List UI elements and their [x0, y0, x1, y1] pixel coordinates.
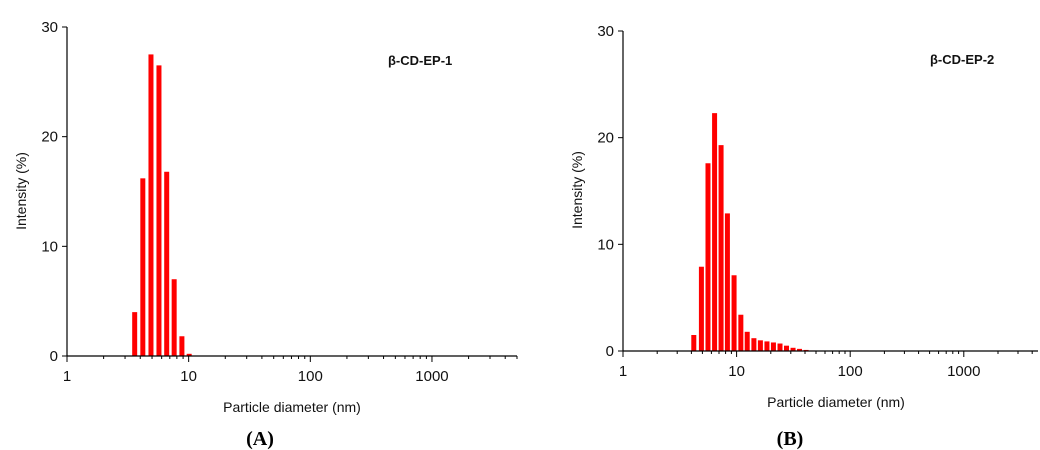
panel-b-bar-10 [757, 340, 763, 351]
panel-b-bar-1 [698, 266, 704, 351]
panel-a-bar-4 [164, 171, 170, 356]
panel-a-y-axis-title: Intensity (%) [13, 152, 29, 230]
panel-a-y-tick-label-2: 20 [41, 129, 58, 146]
panel-b-y-ticks: 0 10 20 30 [597, 23, 623, 360]
bars-b [691, 113, 822, 351]
panel-a-bar-7 [186, 353, 192, 356]
bars-a [132, 54, 192, 357]
panel-b-y-axis-title: Intensity (%) [569, 151, 585, 229]
panel-b-y-tick-label-1: 10 [597, 236, 614, 253]
panel-b-bar-8 [744, 331, 750, 351]
panel-a-y-ticks: 0 10 20 30 [41, 19, 67, 365]
panel-a-x-ticks: 1 10 100 1000 [63, 356, 518, 385]
panel-b-series-label: β-CD-EP-2 [930, 52, 994, 67]
panel-b: 0 10 20 30 1 10 100 1000 β-CD-EP-2 Particle di… [569, 23, 1038, 450]
panel-a-y-tick-label-1: 10 [41, 238, 58, 255]
panel-a-x-tick-label-2: 100 [298, 368, 323, 385]
panel-b-y-tick-label-0: 0 [606, 343, 614, 360]
panel-a: 0 10 20 30 1 10 100 1000 β-CD-EP-1 Particle di… [13, 19, 518, 450]
panel-b-bar-9 [751, 338, 757, 351]
panel-a-x-axis-title: Particle diameter (nm) [223, 399, 361, 415]
panel-b-x-tick-label-0: 1 [619, 363, 627, 380]
panel-a-bar-3 [156, 65, 162, 356]
panel-b-bar-0 [691, 335, 697, 351]
panel-b-bar-7 [738, 314, 744, 351]
panel-b-y-tick-label-2: 20 [597, 130, 614, 147]
panel-b-x-tick-label-3: 1000 [947, 363, 980, 380]
panel-b-bar-4 [718, 145, 724, 351]
panel-b-bar-3 [712, 113, 718, 351]
panel-b-bar-13 [777, 343, 783, 351]
panel-b-bar-16 [797, 348, 803, 351]
panel-a-x-tick-label-1: 10 [180, 368, 197, 385]
panel-a-series-label: β-CD-EP-1 [388, 53, 452, 68]
panel-b-x-ticks: 1 10 100 1000 [619, 351, 1033, 380]
panel-b-bar-5 [724, 213, 730, 351]
panel-b-caption: (B) [777, 428, 804, 450]
panel-b-bar-6 [731, 275, 737, 351]
panel-b-bar-14 [784, 345, 790, 351]
panel-a-bar-0 [132, 312, 138, 356]
panel-a-bar-5 [171, 279, 177, 356]
panel-a-bar-2 [148, 54, 154, 357]
panel-b-x-tick-label-1: 10 [728, 363, 745, 380]
panel-b-bar-12 [770, 342, 776, 351]
panel-a-bar-1 [140, 178, 146, 356]
panel-a-y-tick-label-0: 0 [50, 348, 58, 365]
panel-a-bar-6 [179, 336, 185, 356]
panel-b-bar-15 [790, 347, 796, 351]
panel-b-x-tick-label-2: 100 [838, 363, 863, 380]
panel-b-bar-11 [764, 341, 770, 351]
panel-b-y-tick-label-3: 30 [597, 23, 614, 40]
panel-a-x-tick-label-3: 1000 [415, 368, 448, 385]
panel-a-caption: (A) [246, 428, 274, 450]
panel-a-y-tick-label-3: 30 [41, 19, 58, 36]
panel-b-bar-2 [705, 163, 711, 351]
panel-b-x-axis-title: Particle diameter (nm) [767, 394, 905, 410]
panel-a-x-tick-label-0: 1 [63, 368, 71, 385]
